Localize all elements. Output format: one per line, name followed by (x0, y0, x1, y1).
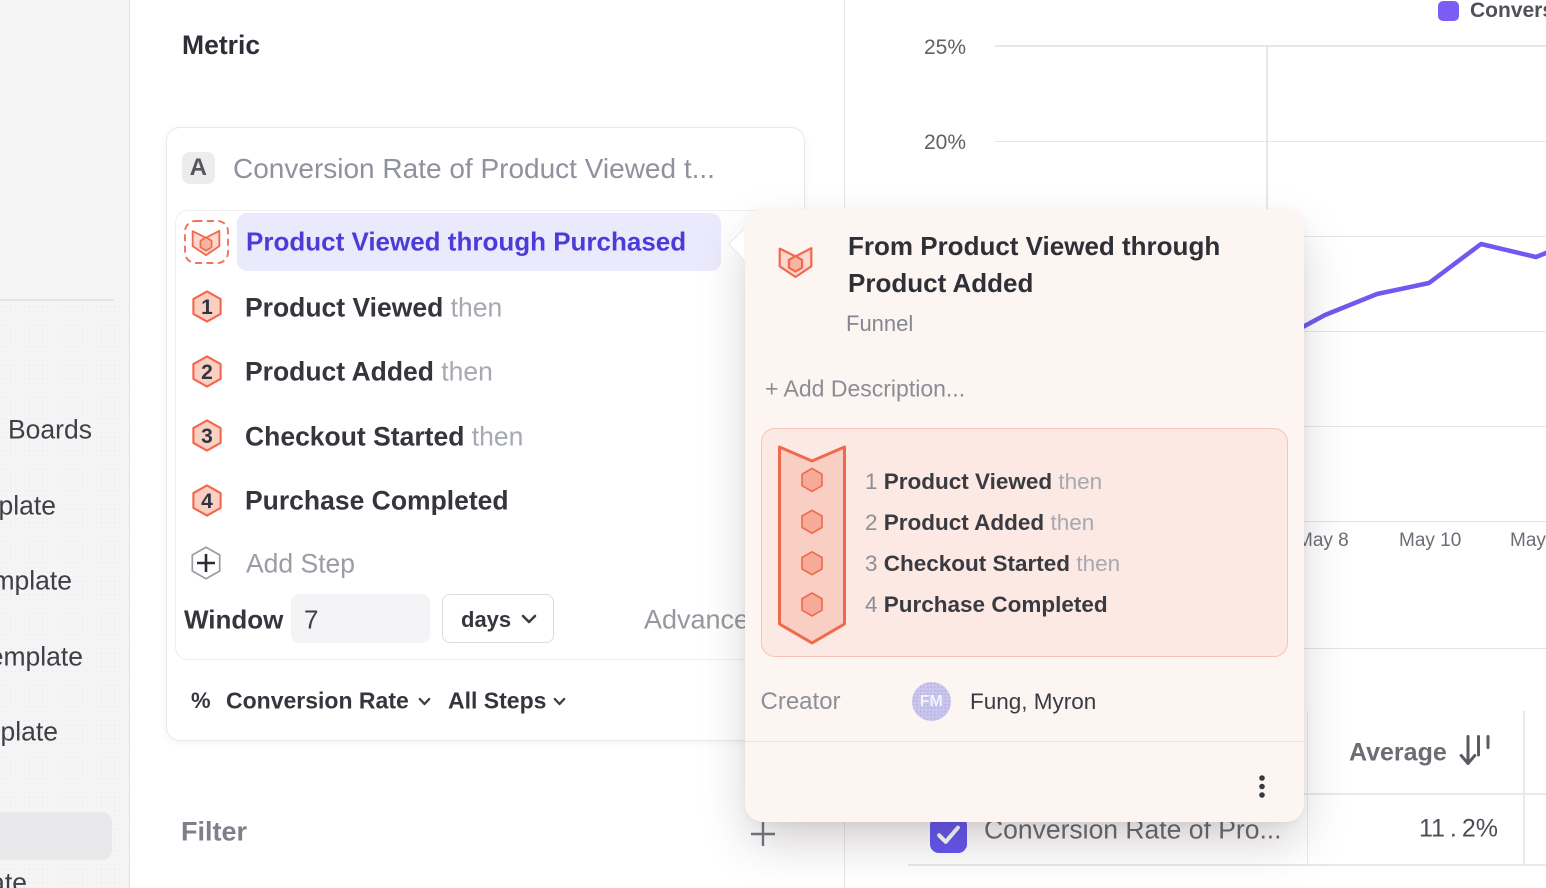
svg-text:3: 3 (201, 425, 213, 448)
svg-text:2: 2 (201, 361, 213, 384)
svg-text:1: 1 (201, 296, 213, 319)
svg-text:4: 4 (201, 490, 213, 513)
